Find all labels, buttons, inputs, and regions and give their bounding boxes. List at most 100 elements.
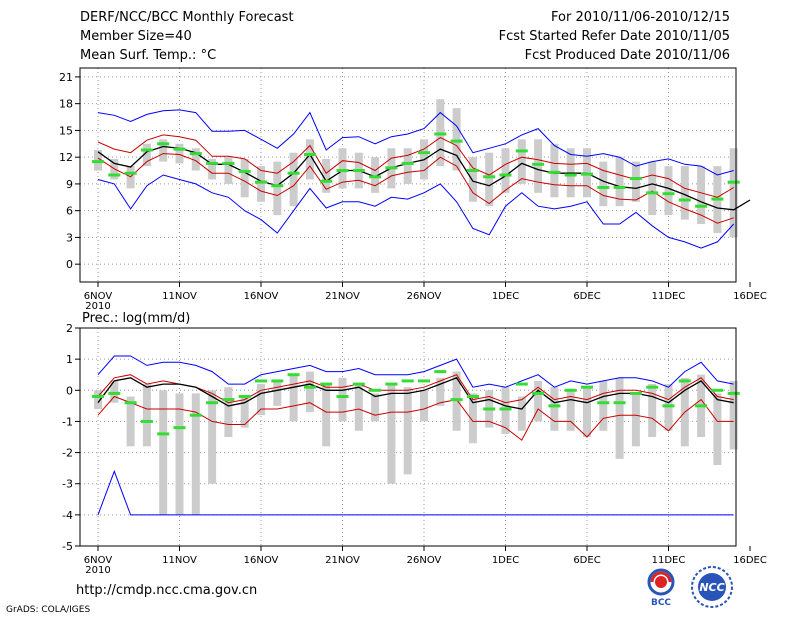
y-tick-label: -5 xyxy=(62,540,73,553)
bcc-logo-text: BCC xyxy=(651,598,671,607)
x-tick-label: 21NOV xyxy=(325,291,360,302)
ensemble-marker xyxy=(238,169,251,173)
ensemble-marker xyxy=(629,391,642,395)
x-tick-label: 21NOV xyxy=(325,555,360,566)
ensemble-marker xyxy=(385,382,398,386)
series-line-min xyxy=(97,469,734,516)
ensemble-marker xyxy=(678,198,691,202)
plot-frame xyxy=(79,327,737,547)
range-bar xyxy=(289,374,298,422)
range-bar xyxy=(371,393,380,422)
y-tick-label: 1 xyxy=(66,353,73,366)
ncc-logo-text: NCC xyxy=(699,581,724,594)
range-bar xyxy=(517,396,526,431)
range-bar xyxy=(175,143,184,164)
range-bar xyxy=(648,384,657,437)
x-tick-label: 6DEC xyxy=(573,555,600,566)
ensemble-marker xyxy=(581,172,593,176)
ensemble-marker xyxy=(157,432,170,436)
x-tick-label: 11NOV xyxy=(162,291,197,302)
variable-label: Mean Surf. Temp.: °C xyxy=(80,48,217,63)
x-year-label: 2010 xyxy=(85,301,110,312)
footer-url[interactable]: http://cmdp.ncc.cma.gov.cn xyxy=(76,583,258,598)
series-line-lower xyxy=(97,153,734,224)
range-bar xyxy=(387,384,396,484)
range-bar xyxy=(697,166,706,225)
range-bar xyxy=(485,152,494,207)
ensemble-marker xyxy=(385,166,398,170)
ensemble-marker xyxy=(206,161,219,165)
x-tick-label: 6DEC xyxy=(573,291,600,302)
ensemble-marker xyxy=(303,152,316,156)
range-bar xyxy=(420,390,428,422)
ensemble-marker xyxy=(401,379,414,383)
ensemble-marker xyxy=(695,404,708,408)
ensemble-marker xyxy=(287,171,300,175)
y-tick-label: 18 xyxy=(59,98,73,111)
ensemble-marker xyxy=(255,180,267,184)
ensemble-marker xyxy=(646,191,659,195)
range-bar xyxy=(208,390,217,484)
ensemble-marker xyxy=(140,148,153,152)
y-tick-label: 0 xyxy=(66,384,73,397)
ensemble-marker xyxy=(92,395,104,399)
series-line-upper xyxy=(97,374,734,404)
x-tick-label: 16DEC xyxy=(733,291,767,302)
series-line-max xyxy=(97,109,734,176)
ensemble-marker xyxy=(157,142,170,146)
ensemble-marker xyxy=(466,395,479,399)
y-tick-label: 0 xyxy=(66,258,73,271)
member-size: Member Size=40 xyxy=(80,29,192,44)
ensemble-marker xyxy=(515,382,528,386)
ensemble-marker xyxy=(401,161,414,165)
ensemble-marker xyxy=(646,385,659,389)
x-tick-label: 11DEC xyxy=(652,291,686,302)
produced-date: Fcst Produced Date 2010/11/06 xyxy=(524,48,730,63)
range-bar xyxy=(273,380,282,406)
x-tick-label: 1DEC xyxy=(492,291,519,302)
ensemble-marker xyxy=(238,395,251,399)
y-tick-label: 6 xyxy=(66,205,73,218)
ensemble-marker xyxy=(418,379,430,383)
range-bar xyxy=(240,158,249,198)
range-bar xyxy=(583,387,591,437)
ensemble-marker xyxy=(434,370,447,374)
range-bar xyxy=(468,157,477,202)
ensemble-marker xyxy=(564,173,577,177)
range-bar xyxy=(126,396,135,447)
range-bar xyxy=(354,384,363,431)
range-bar xyxy=(501,148,510,193)
plot-frame xyxy=(79,67,737,283)
range-bar xyxy=(615,157,624,207)
ensemble-marker xyxy=(711,388,724,392)
ensemble-marker xyxy=(727,180,740,184)
ensemble-marker xyxy=(515,149,528,153)
chart-title: DERF/NCC/BCC Monthly Forecast xyxy=(80,10,294,25)
ensemble-marker xyxy=(662,192,675,196)
ncc-logo-icon: NCC xyxy=(691,566,733,608)
ensemble-marker xyxy=(418,151,430,155)
x-tick-label: 11NOV xyxy=(162,555,197,566)
range-bar xyxy=(338,377,347,422)
range-bar xyxy=(664,384,673,431)
range-bar xyxy=(208,158,217,180)
ensemble-marker xyxy=(532,162,545,166)
ensemble-marker xyxy=(711,197,724,201)
series-line-upper xyxy=(97,134,734,198)
range-bar xyxy=(534,380,543,422)
ensemble-marker xyxy=(303,385,316,389)
x-year-label: 2010 xyxy=(85,565,110,576)
ensemble-marker xyxy=(613,185,626,189)
x-tick-label: 16NOV xyxy=(244,555,279,566)
range-bar xyxy=(257,166,265,202)
range-bar xyxy=(664,166,673,216)
ensemble-marker xyxy=(369,388,382,392)
range-bar xyxy=(615,377,624,459)
ensemble-marker xyxy=(434,132,447,136)
y-tick-label: 15 xyxy=(59,124,73,137)
series-line-lower xyxy=(97,395,734,441)
range-bar xyxy=(631,161,640,202)
range-bar xyxy=(240,396,249,428)
range-bar xyxy=(566,390,575,431)
